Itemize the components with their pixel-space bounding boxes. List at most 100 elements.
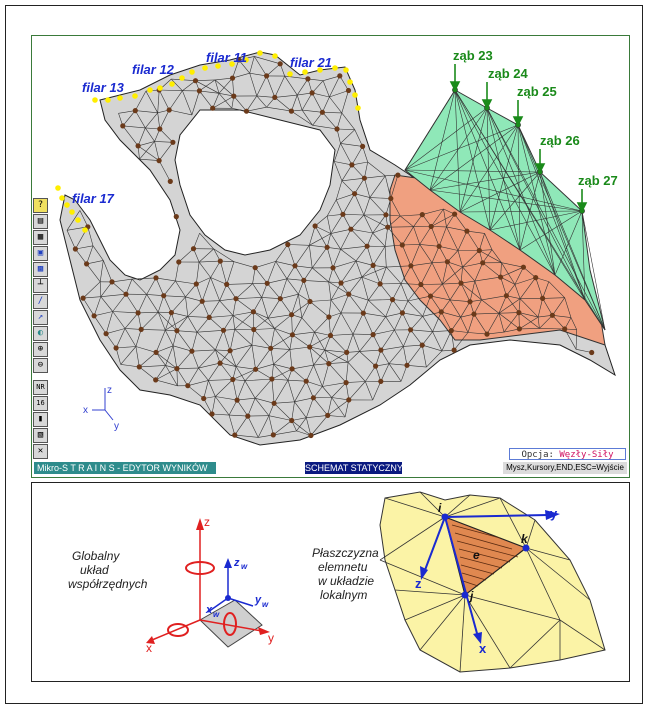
mesh-node[interactable] (408, 327, 414, 333)
mesh-node[interactable] (408, 263, 414, 269)
mesh-node[interactable] (224, 281, 230, 287)
support-node[interactable] (347, 79, 353, 85)
mesh-node[interactable] (156, 158, 162, 164)
copy-icon[interactable]: ▣ (33, 246, 48, 261)
mesh-node[interactable] (233, 296, 239, 302)
mesh-node[interactable] (292, 263, 298, 269)
mesh-node[interactable] (476, 247, 482, 254)
mesh-node[interactable] (289, 366, 295, 372)
status-mode[interactable]: SCHEMAT STATYCZNY (305, 462, 402, 474)
mesh-node[interactable] (153, 349, 159, 355)
mesh-node[interactable] (236, 57, 242, 63)
support-node[interactable] (117, 95, 123, 101)
nr-button[interactable]: NR (33, 380, 48, 395)
support-node[interactable] (317, 67, 323, 73)
support-node[interactable] (229, 61, 235, 67)
mesh-node[interactable] (231, 93, 237, 99)
mesh-node[interactable] (199, 298, 205, 304)
support-node[interactable] (169, 81, 175, 87)
mesh-node[interactable] (192, 78, 199, 84)
mesh-node[interactable] (288, 108, 294, 114)
mesh-node[interactable] (498, 274, 504, 280)
mesh-node[interactable] (91, 313, 97, 319)
support-node[interactable] (272, 53, 278, 59)
mesh-node[interactable] (252, 265, 258, 271)
mesh-node[interactable] (516, 326, 523, 332)
mesh-node[interactable] (206, 314, 212, 320)
mesh-node[interactable] (427, 293, 434, 299)
mesh-node[interactable] (448, 328, 454, 334)
mesh-node[interactable] (136, 364, 142, 370)
mesh-node[interactable] (419, 342, 425, 348)
grid-icon[interactable]: ▧ (33, 428, 48, 443)
mesh-node[interactable] (540, 295, 546, 301)
mesh-node[interactable] (217, 258, 223, 264)
mesh-node[interactable] (305, 76, 311, 82)
mesh-node[interactable] (364, 243, 370, 249)
mesh-node[interactable] (349, 162, 355, 168)
zoom-out-icon[interactable]: ⊖ (33, 358, 48, 373)
mesh-node[interactable] (344, 349, 350, 355)
mesh-node[interactable] (123, 291, 129, 297)
mesh-node[interactable] (132, 108, 138, 114)
mesh-node[interactable] (153, 275, 159, 281)
mesh-node[interactable] (303, 378, 309, 384)
mesh-node[interactable] (264, 280, 270, 286)
mesh-node[interactable] (176, 259, 182, 265)
mesh-node[interactable] (458, 280, 464, 286)
mesh-node[interactable] (270, 432, 276, 438)
mesh-node[interactable] (309, 90, 315, 96)
mesh-node[interactable] (210, 105, 216, 111)
mesh-node[interactable] (185, 383, 191, 389)
mesh-node[interactable] (84, 261, 90, 267)
mesh-node[interactable] (444, 259, 450, 265)
mesh-node[interactable] (289, 417, 295, 424)
mesh-node[interactable] (307, 298, 313, 305)
close-icon[interactable]: ✕ (33, 444, 48, 459)
mesh-node[interactable] (327, 332, 334, 339)
printer-icon[interactable]: ▤ (33, 214, 48, 229)
mesh-node[interactable] (389, 297, 396, 303)
mesh-node[interactable] (352, 191, 358, 197)
mesh-node[interactable] (307, 344, 313, 350)
mesh-node[interactable] (562, 326, 568, 332)
mesh-node[interactable] (516, 310, 522, 316)
mesh-node[interactable] (168, 310, 174, 316)
mesh-node[interactable] (549, 312, 556, 318)
support-node[interactable] (82, 227, 88, 233)
support-node[interactable] (179, 75, 185, 81)
mesh-node[interactable] (319, 109, 325, 115)
support-node[interactable] (202, 65, 208, 71)
mesh-node[interactable] (250, 309, 256, 315)
mesh-node[interactable] (385, 224, 391, 230)
support-node[interactable] (352, 92, 358, 98)
rotate-icon[interactable]: ◐ (33, 326, 48, 341)
mesh-node[interactable] (113, 345, 119, 351)
mesh-node[interactable] (209, 411, 215, 417)
support-node[interactable] (189, 69, 195, 75)
mesh-node[interactable] (452, 211, 458, 217)
mesh-node[interactable] (360, 310, 366, 316)
mesh-node[interactable] (109, 279, 115, 285)
mesh-node[interactable] (138, 326, 144, 332)
mesh-node[interactable] (174, 328, 180, 334)
mesh-node[interactable] (436, 243, 442, 249)
mesh-node[interactable] (72, 246, 78, 252)
mesh-node[interactable] (520, 264, 527, 270)
mesh-node[interactable] (120, 123, 126, 129)
support-node[interactable] (59, 195, 65, 201)
mesh-node[interactable] (173, 214, 179, 220)
mesh-node[interactable] (190, 246, 197, 252)
mesh-node[interactable] (301, 277, 307, 283)
mesh-node[interactable] (395, 172, 401, 178)
mesh-node[interactable] (361, 175, 367, 181)
support-node[interactable] (132, 93, 138, 99)
support-node[interactable] (55, 185, 61, 191)
mesh-node[interactable] (271, 400, 277, 406)
mesh-node[interactable] (326, 361, 332, 367)
mesh-node[interactable] (373, 363, 379, 369)
mesh-node[interactable] (418, 281, 424, 288)
support-node[interactable] (92, 97, 98, 103)
mesh-node[interactable] (330, 265, 336, 271)
support-node[interactable] (302, 69, 308, 75)
